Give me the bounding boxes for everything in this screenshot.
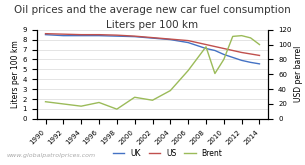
US (62, 33, 65, 35)
UK (213, 50, 217, 51)
Brent (168, 90, 172, 92)
Line: Brent: Brent (45, 36, 260, 109)
Brent (115, 108, 119, 110)
Brent (44, 101, 47, 103)
UK (240, 59, 243, 61)
Brent (231, 35, 235, 37)
Line: US: US (45, 34, 260, 55)
Text: www.globalpatrolprices.com: www.globalpatrolprices.com (6, 153, 95, 158)
UK (222, 53, 226, 55)
UK (168, 39, 172, 41)
UK (186, 42, 190, 44)
UK (133, 36, 137, 38)
UK (204, 48, 208, 50)
Brent (97, 101, 101, 103)
Brent (204, 46, 208, 48)
UK (115, 35, 119, 37)
Brent (213, 73, 217, 75)
US (249, 53, 253, 55)
US (231, 50, 235, 51)
US (115, 34, 119, 36)
US (222, 48, 226, 50)
Brent (240, 35, 243, 37)
UK (44, 34, 47, 36)
US (133, 35, 137, 37)
Line: UK: UK (45, 35, 260, 64)
Text: Liters per 100 km: Liters per 100 km (106, 20, 199, 30)
US (44, 33, 47, 35)
US (168, 38, 172, 40)
Brent (151, 99, 154, 101)
Brent (79, 105, 83, 107)
Brent (222, 58, 226, 60)
Y-axis label: Liters per 100 km: Liters per 100 km (11, 40, 20, 108)
Brent (249, 37, 253, 39)
UK (258, 63, 261, 65)
UK (151, 37, 154, 39)
UK (79, 35, 83, 37)
Brent (258, 44, 261, 46)
UK (231, 56, 235, 58)
US (79, 34, 83, 36)
UK (249, 61, 253, 63)
Brent (62, 103, 65, 105)
US (204, 44, 208, 46)
US (186, 40, 190, 42)
US (97, 34, 101, 36)
US (151, 37, 154, 39)
US (213, 46, 217, 48)
UK (97, 35, 101, 37)
US (258, 54, 261, 56)
US (240, 51, 243, 53)
UK (62, 35, 65, 37)
Legend: UK, US, Brent: UK, US, Brent (110, 146, 226, 161)
Text: Oil prices and the average new car fuel consumption: Oil prices and the average new car fuel … (14, 5, 291, 15)
Brent (133, 96, 137, 98)
Brent (186, 70, 190, 72)
Y-axis label: USD per barrel: USD per barrel (294, 46, 303, 102)
